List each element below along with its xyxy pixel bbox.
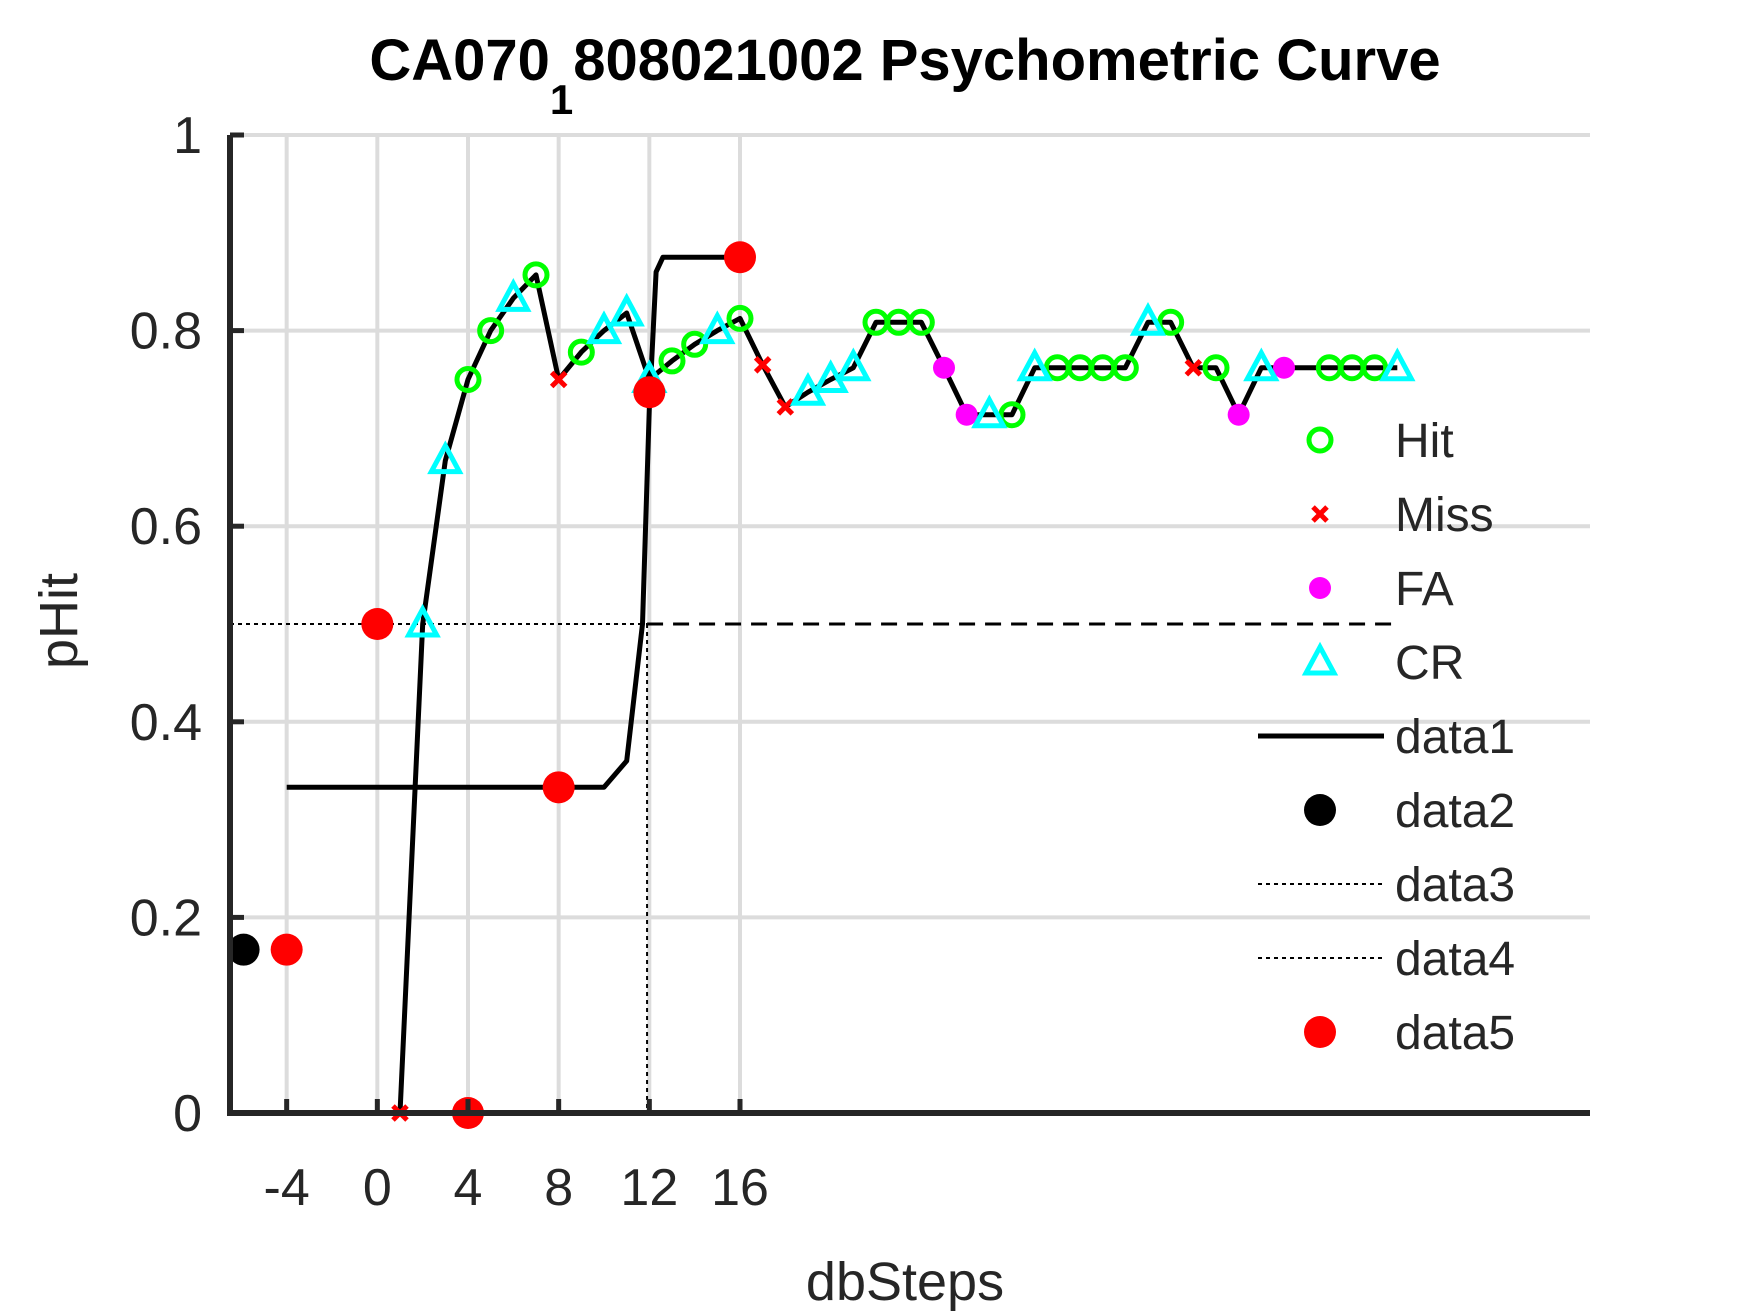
miss-marker xyxy=(753,356,772,374)
legend: Hit Miss FA CR data1 data2 data3 data4 data5 xyxy=(1258,415,1515,1060)
legend-black-dot-icon xyxy=(1304,794,1336,826)
data5-point xyxy=(542,771,575,804)
title-main: CA070 xyxy=(369,28,550,93)
running-performance-line xyxy=(397,272,1398,1114)
cr-marker xyxy=(585,310,623,345)
fa-marker xyxy=(1227,403,1250,426)
cr-marker xyxy=(1243,347,1280,382)
data5-point xyxy=(361,608,394,640)
y-axis-label: pHit xyxy=(29,573,89,669)
hit-marker xyxy=(1202,354,1230,382)
miss-stroke xyxy=(776,398,795,416)
data5-point xyxy=(633,376,666,409)
cr-marker xyxy=(971,394,1008,429)
miss-marker xyxy=(549,370,568,389)
cr-marker xyxy=(835,347,872,382)
x-tick-label: -4 xyxy=(264,1159,310,1217)
cr-marker xyxy=(608,292,645,327)
legend-label: Hit xyxy=(1395,415,1454,468)
legend-cr-icon xyxy=(1301,641,1339,676)
hit-marker xyxy=(726,304,754,332)
data5-point xyxy=(270,933,303,966)
chart-title: CA0701808021002 Psychometric Curve xyxy=(369,28,1440,123)
y-tick-label: 0.8 xyxy=(130,303,202,361)
data5-point xyxy=(724,241,756,274)
legend-fa-icon xyxy=(1309,577,1331,599)
title-rest: 808021002 Psychometric Curve xyxy=(573,28,1440,93)
x-tick-label: 8 xyxy=(544,1159,573,1217)
hit-marker xyxy=(454,366,482,393)
x-tick-label: 16 xyxy=(711,1159,769,1217)
legend-label: Miss xyxy=(1395,489,1494,542)
legend-label: data3 xyxy=(1395,859,1515,912)
legend-label: FA xyxy=(1395,563,1454,616)
hit-marker xyxy=(522,261,550,289)
hit-marker xyxy=(998,401,1026,429)
hit-marker xyxy=(1157,308,1185,336)
cr-marker xyxy=(1129,302,1167,336)
fa-marker xyxy=(955,403,978,426)
fa-marker xyxy=(1273,356,1295,379)
hit-marker xyxy=(1361,354,1389,382)
miss-marker xyxy=(776,398,795,416)
y-tick-label: 0.2 xyxy=(130,889,202,947)
miss-stroke xyxy=(753,356,772,374)
miss-stroke xyxy=(1184,358,1203,377)
legend-label: CR xyxy=(1395,637,1464,690)
cr-marker xyxy=(404,603,441,638)
x-tick-label: 12 xyxy=(620,1159,678,1217)
cr-marker xyxy=(427,440,464,475)
title-subscript: 1 xyxy=(550,76,573,123)
legend-label: data5 xyxy=(1395,1007,1515,1060)
hit-marker xyxy=(1111,354,1139,382)
plot-area xyxy=(227,241,1416,1129)
hit-marker xyxy=(681,330,709,358)
y-tick-label: 0.4 xyxy=(130,694,202,752)
x-tick-label: 0 xyxy=(363,1159,392,1217)
fa-marker xyxy=(933,356,955,379)
x-tick-label: 4 xyxy=(454,1159,483,1217)
y-tick-label: 1 xyxy=(173,107,202,165)
data2-point xyxy=(227,933,260,966)
hit-marker xyxy=(658,347,686,375)
cr-marker xyxy=(1016,347,1053,382)
data1-curve xyxy=(286,254,740,790)
y-tick-label: 0 xyxy=(173,1085,202,1143)
cr-marker xyxy=(699,310,736,345)
legend-miss-icon xyxy=(1311,505,1329,523)
hit-marker xyxy=(477,317,505,345)
cr-marker xyxy=(495,278,532,312)
x-axis-label: dbSteps xyxy=(806,1252,1004,1312)
legend-red-dot-icon xyxy=(1304,1016,1336,1048)
hit-marker xyxy=(907,308,935,336)
legend-label: data1 xyxy=(1395,711,1515,764)
legend-label: data4 xyxy=(1395,933,1515,986)
miss-stroke xyxy=(1311,505,1329,523)
miss-stroke xyxy=(549,370,568,389)
hit-marker xyxy=(567,338,595,366)
legend-label: data2 xyxy=(1395,785,1515,838)
y-tick-label: 0.6 xyxy=(130,498,202,556)
cr-marker xyxy=(1379,347,1416,382)
miss-marker xyxy=(1184,358,1203,377)
axes: 0 0.2 0.4 0.6 0.8 1 -4 0 4 8 12 16 xyxy=(130,107,1590,1217)
legend-hit-icon xyxy=(1306,426,1334,454)
